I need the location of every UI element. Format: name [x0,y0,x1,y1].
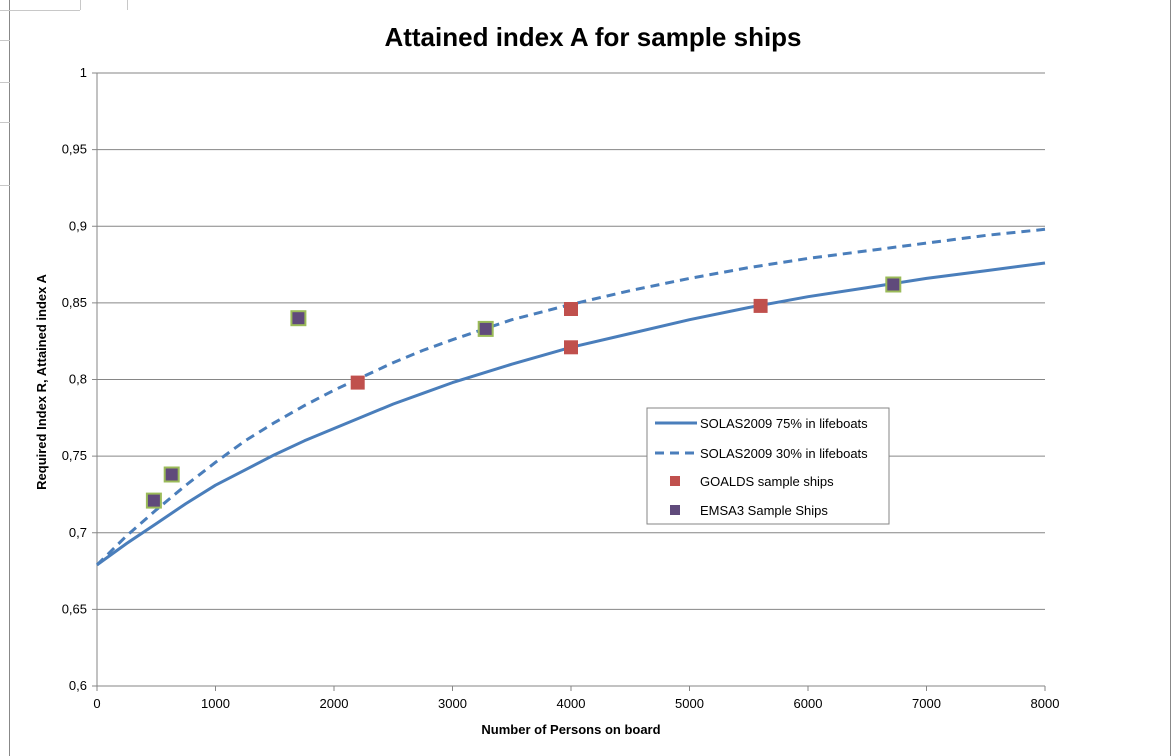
worksheet-frame-left [9,0,10,756]
x-tick-label: 0 [93,696,100,711]
x-tick-label: 3000 [438,696,467,711]
gridlines [97,72,1045,610]
goalds-point [753,298,768,313]
emsa3-point [885,276,902,293]
legend-label: SOLAS2009 75% in lifeboats [700,416,868,431]
x-tick-label: 8000 [1031,696,1060,711]
goalds-point [350,375,365,390]
y-tick-label: 0,95 [62,142,87,157]
emsa3-point [477,320,494,337]
chart-title: Attained index A for sample ships [384,22,801,52]
emsa3-point [145,492,162,509]
x-tick-label: 7000 [912,696,941,711]
legend-swatch-goalds-marker [670,476,680,486]
y-tick-label: 0,9 [69,218,87,233]
emsa3-point [290,310,307,327]
legend-label: GOALDS sample ships [700,474,834,489]
legend-label: SOLAS2009 30% in lifeboats [700,446,868,461]
worksheet-cell-gridlines [0,0,130,190]
x-tick-label: 4000 [557,696,586,711]
worksheet-frame-right [1170,0,1171,756]
series-line-solas-75 [96,261,1046,567]
legend-label: EMSA3 Sample Ships [700,503,828,518]
x-tick-label: 6000 [794,696,823,711]
y-tick-label: 0,6 [69,678,87,693]
y-axis-title: Required Index R, Attained index A [34,274,49,490]
x-axis-title: Number of Persons on board [481,722,660,737]
legend-swatch-emsa3-marker [670,505,680,515]
legend: SOLAS2009 75% in lifeboats SOLAS2009 30%… [646,407,890,525]
y-tick-label: 0,75 [62,448,87,463]
y-tick-label: 1 [80,65,87,80]
x-tick-label: 1000 [201,696,230,711]
y-tick-label: 0,65 [62,601,87,616]
emsa3-point [163,466,180,483]
series-markers [145,276,902,509]
y-tick-label: 0,8 [69,372,87,387]
y-tick-label: 0,7 [69,525,87,540]
legend-box [646,407,890,525]
series-line-solas-30 [95,227,1046,566]
goalds-point [564,340,578,355]
series-lines [95,227,1046,567]
x-tick-label: 5000 [675,696,704,711]
goalds-point [564,302,578,316]
axis-ticks: 0,6 0,65 0,7 0,75 0,8 0,85 0,9 0,95 1 0 1000 2000 30… [62,65,1060,711]
y-tick-label: 0,85 [62,295,87,310]
x-tick-label: 2000 [320,696,349,711]
